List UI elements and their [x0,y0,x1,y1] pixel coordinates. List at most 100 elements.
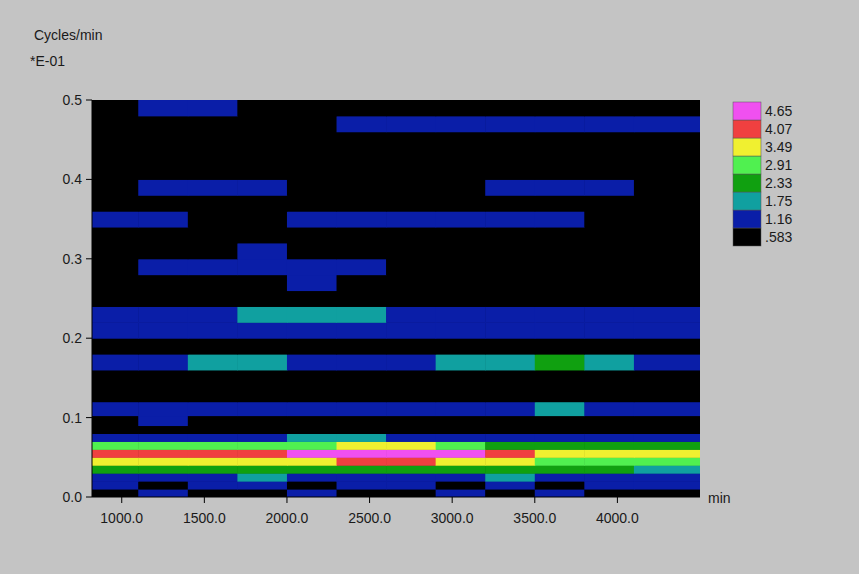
heat-cell [237,402,287,416]
heat-cell [485,211,535,227]
heat-cell [287,179,337,195]
y-tick-label: 0.3 [63,251,83,267]
heat-cell [237,275,287,291]
x-tick-label: 1500.0 [183,510,226,526]
heat-cell [287,338,337,354]
heat-cell [634,402,700,416]
heat-cell [386,116,436,132]
y-tick-label: 0.4 [63,171,83,187]
heat-cell [138,457,188,465]
heat-cell [634,195,700,211]
heat-cell [138,416,188,426]
heat-cell [188,402,238,416]
heat-cell [287,148,337,164]
heat-cell [138,489,188,497]
heat-cell [634,259,700,275]
heat-cell [287,322,337,338]
heat-cell [237,386,287,402]
heat-cell [287,457,337,465]
heat-cell [584,259,634,275]
heat-cell [386,164,436,180]
heat-cell [436,291,486,307]
heat-cell [337,291,387,307]
heat-cell [535,433,585,441]
x-tick [121,497,122,503]
heat-cell [92,402,139,416]
heat-cell [436,195,486,211]
heat-cell [485,227,535,243]
heat-cell [337,164,387,180]
heat-cell [584,227,634,243]
heat-cell [92,164,139,180]
heat-cell [337,441,387,449]
heat-cell [535,100,585,116]
heat-cell [634,211,700,227]
heat-cell [436,338,486,354]
heat-cell [337,275,387,291]
heat-cell [584,179,634,195]
heat-cell [535,243,585,259]
heat-cell [535,426,585,434]
heat-cell [584,132,634,148]
heat-cell [535,386,585,402]
heat-cell [485,338,535,354]
heat-cell [584,426,634,434]
heat-cell [584,306,634,322]
x-tick-label: 1000.0 [100,510,143,526]
heat-cell [287,481,337,489]
colorbar-box [733,138,761,156]
heat-cell [386,338,436,354]
heat-cell [436,449,486,457]
heat-cell [188,338,238,354]
heat-cell [237,370,287,386]
background [0,0,859,574]
heat-cell [436,259,486,275]
heat-cell [436,481,486,489]
heat-cell [386,481,436,489]
heat-cell [535,164,585,180]
heat-cell [92,386,139,402]
heat-cell [237,473,287,481]
heat-cell [337,306,387,322]
x-tick [534,497,535,503]
heat-cell [337,370,387,386]
heat-cell [386,449,436,457]
heat-cell [535,148,585,164]
heat-cell [188,306,238,322]
heat-cell [337,465,387,473]
annotation: *E-01 [30,53,65,69]
heat-cell [287,132,337,148]
heat-cell [436,132,486,148]
heat-cell [188,243,238,259]
heat-cell [634,132,700,148]
heat-cell [436,148,486,164]
heat-cell [138,195,188,211]
heat-cell [584,473,634,481]
heat-cell [634,275,700,291]
heat-cell [634,100,700,116]
heat-cell [584,441,634,449]
heat-cell [485,195,535,211]
heat-cell [485,116,535,132]
heat-cell [584,291,634,307]
y-tick [86,258,92,259]
x-tick [452,497,453,503]
heat-cell [188,227,238,243]
heat-cell [92,211,139,227]
heat-cell [634,148,700,164]
heat-cell [584,354,634,370]
heat-cell [535,370,585,386]
heat-cell [386,179,436,195]
x-tick-label: 3000.0 [431,510,474,526]
heat-cell [386,465,436,473]
heat-cell [386,211,436,227]
heat-cell [436,306,486,322]
heat-cell [188,354,238,370]
heat-cell [92,195,139,211]
heat-cell [92,489,139,497]
heat-cell [138,473,188,481]
x-tick-label: 3500.0 [513,510,556,526]
heat-cell [584,481,634,489]
heat-cell [138,449,188,457]
heat-cell [92,481,139,489]
